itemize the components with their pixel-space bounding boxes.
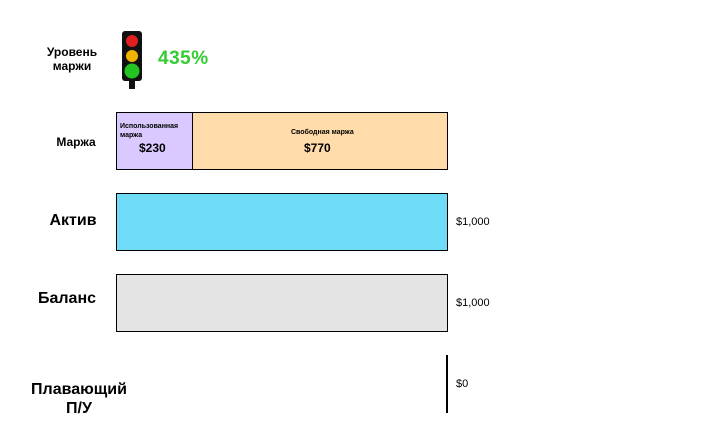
margin-label: Маржа <box>56 135 96 149</box>
used-margin-segment: Использованная маржа $230 <box>117 113 193 169</box>
balance-value: $1,000 <box>456 297 490 309</box>
margin-level-value: 435% <box>158 48 209 69</box>
margin-level-label: Уровень маржи <box>46 45 98 73</box>
free-margin-value: $770 <box>304 141 331 155</box>
equity-bar <box>116 193 448 251</box>
floating-pl-label: Плавающий П/У <box>31 381 127 417</box>
margin-bar: Использованная маржа $230 Свободная марж… <box>116 112 448 170</box>
traffic-light-icon <box>116 30 148 90</box>
balance-label: Баланс <box>37 290 97 307</box>
equity-value: $1,000 <box>456 216 490 228</box>
floating-pl-bar <box>446 355 448 413</box>
floating-pl-value: $0 <box>456 378 469 390</box>
free-margin-caption: Свободная маржа <box>291 129 354 136</box>
balance-bar <box>116 274 448 332</box>
equity-label: Актив <box>49 212 97 229</box>
used-margin-value: $230 <box>139 141 166 155</box>
free-margin-segment: Свободная маржа $770 <box>193 113 447 169</box>
used-margin-caption: Использованная маржа <box>120 123 179 139</box>
